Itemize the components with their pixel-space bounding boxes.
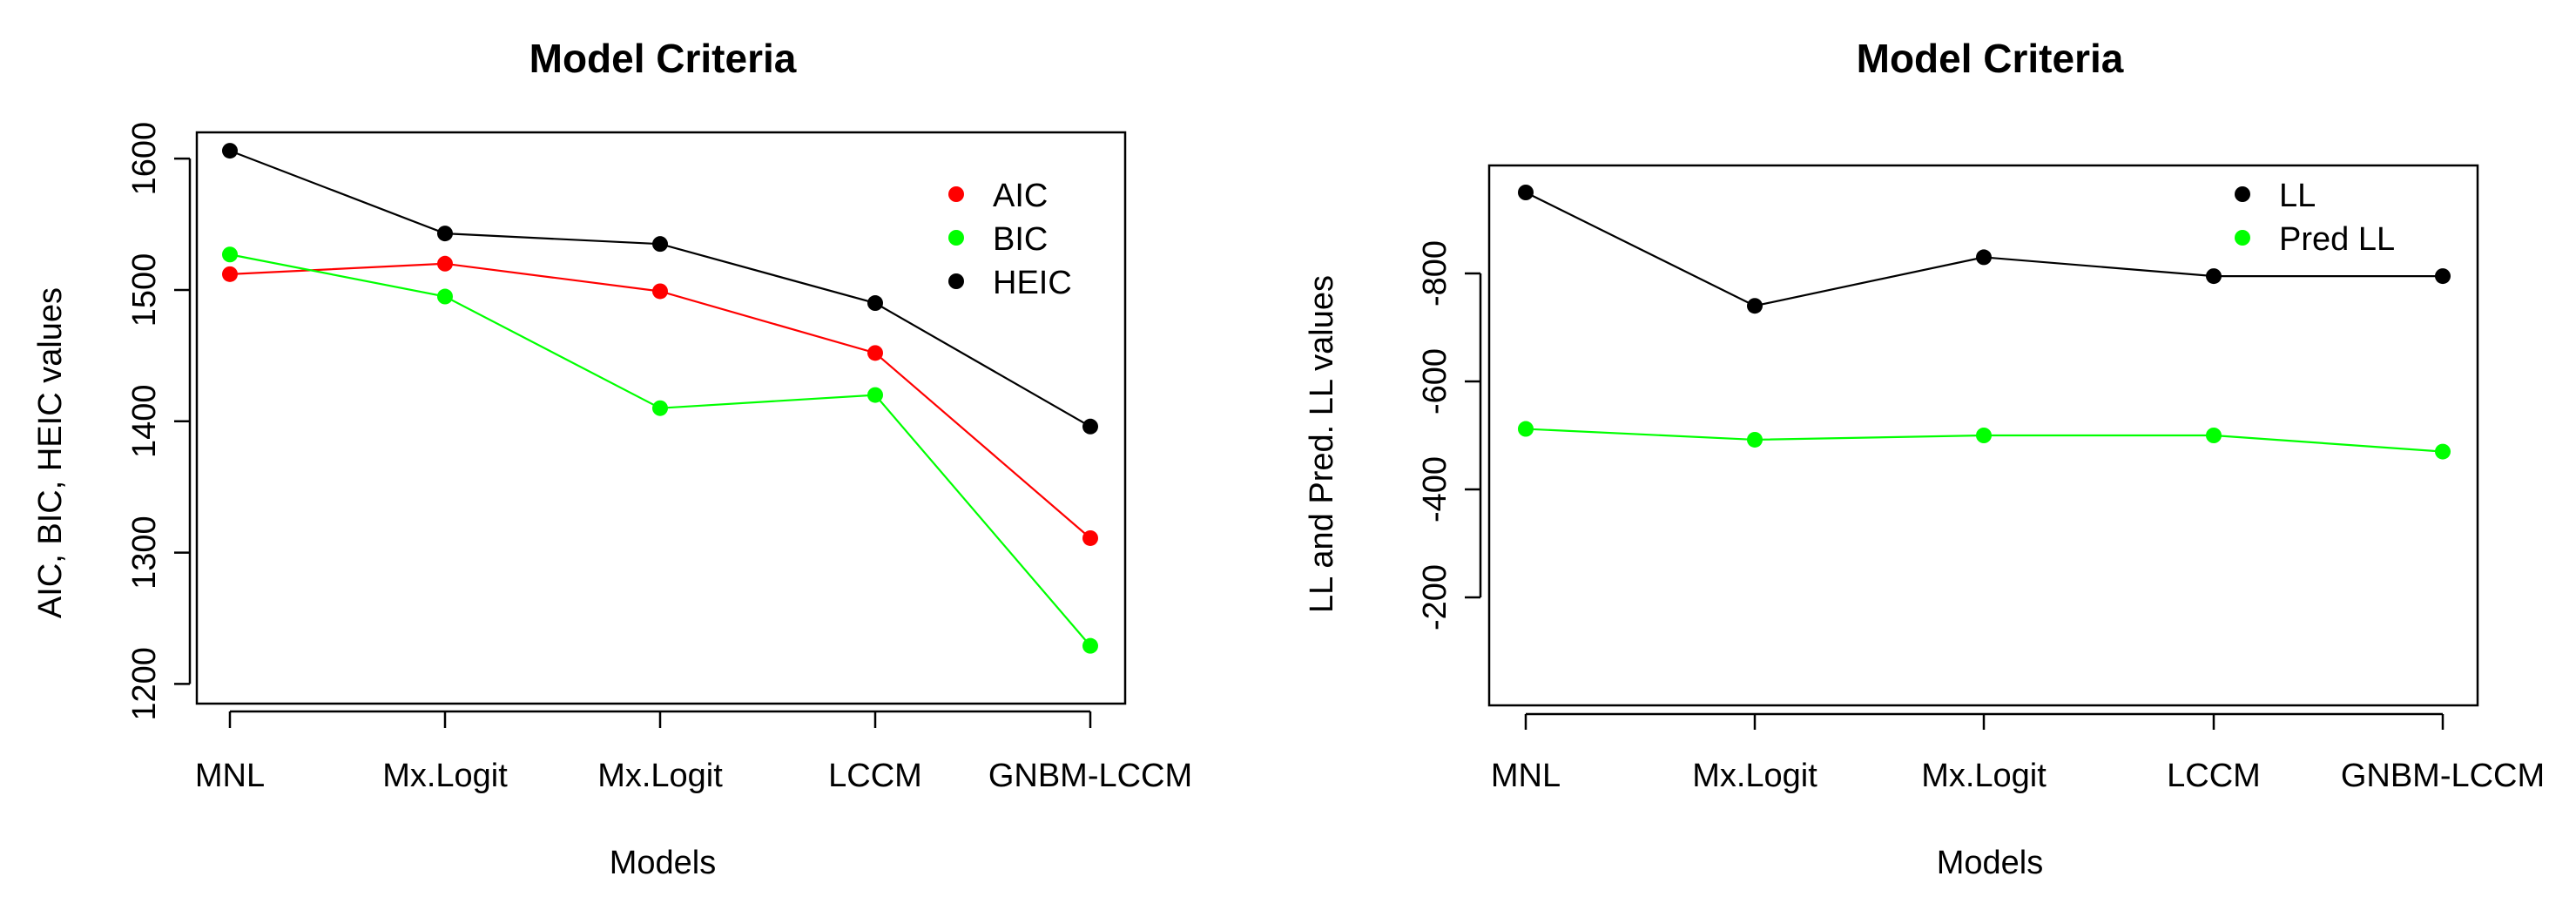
chart-left-y-tick-label: 1300 [126, 516, 163, 590]
legend-marker-aic [948, 186, 964, 202]
data-point-heic [437, 226, 453, 242]
chart-right-y-axis: -200 -400 -600 -800 [1417, 240, 1482, 630]
chart-right-y-tick-label: -600 [1417, 348, 1453, 415]
chart-left-x-tick-label: GNBM-LCCM [988, 758, 1192, 794]
data-point-pred-ll [1747, 431, 1763, 448]
data-point-heic [652, 236, 668, 253]
data-point-pred-ll [1976, 428, 1992, 443]
data-point-aic [1082, 529, 1098, 546]
data-point-pred-ll [1518, 421, 1534, 437]
series-line-bic [229, 253, 1091, 647]
data-point-bic [652, 400, 668, 416]
chart-left-x-tick-label: Mx.Logit [382, 758, 508, 794]
data-point-aic [437, 255, 453, 272]
chart-left-x-tick-label: LCCM [828, 758, 922, 794]
data-point-aic [652, 283, 668, 300]
data-point-pred-ll [2206, 428, 2222, 443]
data-point-bic [1082, 637, 1098, 654]
legend-label-bic: BIC [993, 221, 1048, 258]
data-point-ll [2435, 268, 2451, 285]
data-point-heic [867, 295, 883, 312]
data-point-bic [867, 387, 883, 403]
chart-right-y-tick-label: -400 [1417, 456, 1453, 522]
chart-right-x-tick-label: GNBM-LCCM [2341, 758, 2545, 794]
chart-right: Model Criteria Models LL and Pred. LL va… [1304, 36, 2545, 881]
chart-right-y-tick-label: -200 [1417, 564, 1453, 630]
chart-left-series-points [222, 143, 1098, 654]
data-point-pred-ll [2435, 443, 2451, 460]
chart-right-x-tick-label: Mx.Logit [1921, 758, 2047, 794]
chart-right-x-tick-label: Mx.Logit [1692, 758, 1817, 794]
chart-left: Model Criteria Models AIC, BIC, HEIC val… [32, 36, 1192, 881]
chart-right-series-points [1518, 185, 2451, 460]
chart-left-y-tick-label: 1200 [126, 647, 163, 721]
data-point-aic [222, 266, 238, 282]
data-point-bic [437, 288, 453, 305]
data-point-heic [222, 143, 238, 159]
legend-marker-ll [2235, 186, 2250, 202]
legend-label-heic: HEIC [993, 265, 1072, 301]
chart-left-y-tick-label: 1600 [126, 122, 163, 196]
chart-left-x-axis: MNL Mx.Logit Mx.Logit LCCM GNBM-LCCM [195, 710, 1192, 794]
chart-right-x-axis: MNL Mx.Logit Mx.Logit LCCM GNBM-LCCM [1491, 712, 2545, 794]
chart-right-plot-frame [1487, 164, 2479, 707]
chart-left-title: Model Criteria [529, 36, 797, 81]
chart-right-legend: LL Pred LL [2235, 178, 2395, 258]
chart-left-x-axis-label: Models [610, 845, 717, 881]
chart-left-plot-frame [195, 131, 1127, 705]
chart-right-x-axis-label: Models [1937, 845, 2044, 881]
data-point-ll [2206, 268, 2222, 285]
chart-left-legend: AIC BIC HEIC [948, 178, 1072, 301]
chart-right-x-tick-label: LCCM [2167, 758, 2261, 794]
data-point-ll [1976, 249, 1992, 266]
chart-left-x-tick-label: Mx.Logit [597, 758, 723, 794]
chart-right-x-tick-label: MNL [1491, 758, 1561, 794]
chart-left-y-axis: 1200 1300 1400 1500 1600 [126, 122, 192, 721]
chart-left-y-axis-label: AIC, BIC, HEIC values [32, 287, 69, 618]
data-point-bic [222, 246, 238, 263]
chart-left-y-tick-label: 1500 [126, 253, 163, 327]
legend-label-pred-ll: Pred LL [2279, 221, 2395, 258]
chart-left-x-tick-label: MNL [195, 758, 265, 794]
data-point-ll [1518, 185, 1534, 200]
data-point-heic [1082, 418, 1098, 435]
legend-marker-pred-ll [2235, 230, 2250, 246]
legend-marker-bic [948, 230, 964, 246]
chart-left-y-tick-label: 1400 [126, 384, 163, 458]
chart-right-y-axis-label: LL and Pred. LL values [1304, 275, 1340, 613]
legend-label-ll: LL [2279, 178, 2316, 214]
legend-label-aic: AIC [993, 178, 1048, 214]
data-point-aic [867, 345, 883, 361]
legend-marker-heic [948, 273, 964, 289]
chart-right-title: Model Criteria [1857, 36, 2124, 81]
chart-left-series-lines [229, 150, 1091, 647]
data-point-ll [1747, 298, 1763, 314]
chart-right-y-tick-label: -800 [1417, 240, 1453, 307]
